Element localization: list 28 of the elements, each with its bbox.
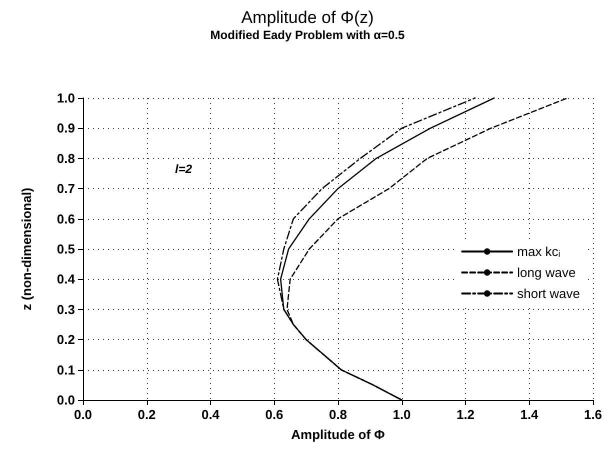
x-axis-title: Amplitude of Φ bbox=[291, 427, 386, 442]
x-tick-label: 1.6 bbox=[584, 407, 602, 422]
x-tick-label: 0.2 bbox=[138, 407, 156, 422]
x-tick-label: 0.4 bbox=[201, 407, 220, 422]
chart-subtitle: Modified Eady Problem with α=0.5 bbox=[210, 28, 406, 42]
x-tick-label: 1.4 bbox=[520, 407, 540, 422]
y-tick-label: 0.6 bbox=[56, 211, 75, 226]
x-tick-label: 0.6 bbox=[265, 407, 284, 422]
legend-label: short wave bbox=[517, 286, 580, 301]
annotation: l=2 bbox=[175, 162, 192, 176]
y-axis-title: z (non-dimensional) bbox=[19, 188, 34, 310]
x-tick-label: 1.0 bbox=[392, 407, 411, 422]
y-tick-label: 0.5 bbox=[56, 242, 75, 256]
y-tick-label: 0.0 bbox=[56, 392, 75, 408]
y-tick-label: 0.3 bbox=[56, 302, 75, 317]
chart-title: Amplitude of Φ(z) bbox=[241, 8, 374, 27]
y-tick-label: 0.8 bbox=[56, 150, 75, 166]
y-tick-label: 0.4 bbox=[56, 272, 76, 287]
y-tick-label: 0.2 bbox=[56, 332, 75, 348]
x-tick-label: 0.0 bbox=[74, 407, 92, 422]
y-tick-label: 0.1 bbox=[56, 362, 75, 378]
y-tick-label: 0.7 bbox=[56, 181, 75, 196]
legend-label: max kcᵢ bbox=[517, 244, 560, 259]
legend-label: long wave bbox=[517, 265, 576, 280]
y-tick-label: 1.0 bbox=[56, 90, 75, 106]
y-tick-label: 0.9 bbox=[56, 120, 75, 136]
x-tick-label: 1.2 bbox=[456, 407, 475, 422]
x-tick-label: 0.8 bbox=[328, 407, 348, 422]
